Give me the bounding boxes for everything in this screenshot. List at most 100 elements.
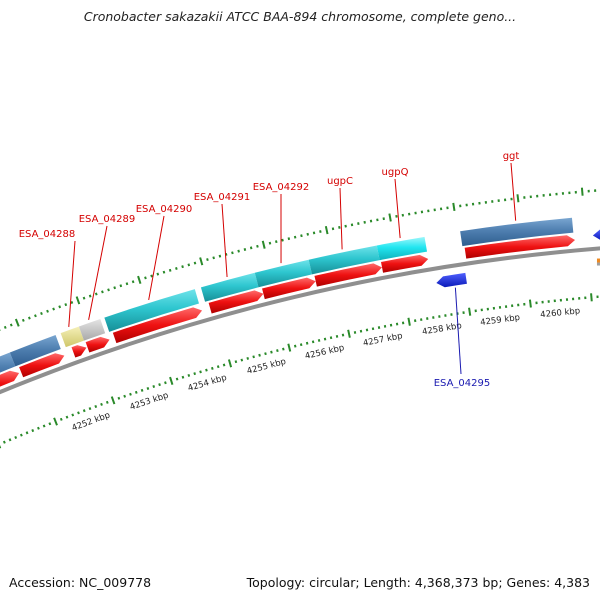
minor-tick [146,386,150,390]
gene-label-leader [394,178,401,239]
gene-feature-esa-04290[interactable] [104,289,199,332]
orange-feature-edge[interactable] [596,258,600,263]
gene-feature-esa-04289[interactable] [78,319,106,341]
minor-tick [240,358,244,362]
gene-label-esa-04289[interactable]: ESA_04289 [79,214,136,225]
major-tick [227,359,233,368]
gray-feature-edge[interactable] [596,262,600,266]
gene-feature-ggt[interactable] [460,217,574,247]
cds-arrow-ugpq[interactable] [380,254,429,273]
minor-tick [100,402,103,406]
major-tick [347,329,351,338]
major-tick [287,343,292,352]
major-tick [452,202,456,211]
cds-arrow-unlabeled-0[interactable] [0,370,20,396]
kbp-tick-label: 4258 kbp [421,321,462,337]
minor-tick [193,372,197,376]
minor-tick [134,390,138,394]
minor-tick [175,377,179,381]
minor-tick [231,251,234,255]
minor-tick [268,241,272,245]
gene-label-esa-04291[interactable]: ESA_04291 [194,192,251,203]
minor-tick [150,274,153,278]
major-tick [516,194,520,203]
minor-tick [319,230,322,233]
minor-tick [199,370,202,374]
minor-tick [34,314,37,318]
major-tick [110,396,116,405]
minor-tick [48,422,52,426]
minor-tick [2,440,6,444]
gene-feature-esa-04288[interactable] [60,326,84,348]
minor-tick [353,331,357,334]
minor-tick [46,309,49,313]
minor-tick [3,325,7,329]
gene-label-ggt[interactable]: ggt [503,151,520,162]
gene-feature-unlabeled-1[interactable] [9,334,61,367]
kbp-tick-label: 4257 kbp [362,331,403,349]
minor-tick [256,244,259,248]
minor-tick [162,270,166,274]
major-tick [388,213,392,222]
minor-tick [37,426,40,430]
minor-tick [125,282,129,286]
minor-tick [140,388,144,392]
gene-label-leader [454,287,462,375]
cds-arrow-unlabeled-1[interactable] [19,353,65,378]
major-tick [468,307,472,316]
cds-arrow-esa-04290[interactable] [112,307,203,344]
kbp-tick-label: 4255 kbp [246,357,287,377]
minor-tick [211,366,214,370]
minor-tick [206,258,209,262]
major-tick [580,187,584,196]
gene-label-esa-04292[interactable]: ESA_04292 [253,182,310,193]
minor-tick [175,267,178,270]
kbp-tick-label: 4253 kbp [129,391,170,413]
minor-tick [216,365,220,369]
minor-tick [129,392,132,396]
minor-tick [77,411,80,415]
cds-arrow-esa-04291[interactable] [208,290,264,314]
minor-tick [65,415,69,419]
gene-label-ugpc[interactable]: ugpC [327,176,353,187]
cds-arrow-esa-04289[interactable] [85,336,110,353]
cds-arrow-esa-04292[interactable] [262,277,316,300]
gene-feature-ugpq[interactable] [376,236,428,261]
minor-tick [181,375,185,379]
minor-tick [88,407,92,411]
minor-tick [212,256,215,260]
minor-tick [82,409,86,413]
chromosome-backbone [0,246,600,395]
minor-tick [19,433,23,437]
minor-tick [331,227,335,231]
gene-label-esa-04295[interactable]: ESA_04295 [434,378,491,389]
minor-tick [156,272,160,276]
major-tick [261,240,266,249]
minor-tick [270,350,273,354]
cds-arrow-esa-04295[interactable] [436,272,467,288]
major-tick [137,275,142,284]
major-tick [14,318,20,327]
minor-tick [8,438,12,442]
minor-tick [88,294,92,298]
gene-feature-ugpc[interactable] [308,245,380,275]
gene-feature-unlabeled-0[interactable] [0,352,16,383]
minor-tick [249,246,253,250]
gene-feature-esa-04291[interactable] [200,272,259,302]
gene-label-leader [148,215,165,301]
minor-tick [101,290,104,294]
gene-label-esa-04288[interactable]: ESA_04288 [19,229,76,240]
minor-tick [306,232,309,236]
cds-arrow-ugpc[interactable] [314,263,383,287]
minus-strand-arrow-edge[interactable] [592,229,600,240]
gene-feature-esa-04292[interactable] [254,259,313,288]
cds-arrow-ggt[interactable] [464,235,576,259]
gene-label-ugpq[interactable]: ugpQ [382,167,409,178]
minor-tick [311,340,315,344]
minor-tick [317,339,321,342]
minor-tick [344,224,347,228]
gene-label-esa-04290[interactable]: ESA_04290 [136,204,193,215]
genome-title: Cronobacter sakazakii ATCC BAA-894 chrom… [83,9,517,24]
cds-arrow-small[interactable] [71,345,87,358]
